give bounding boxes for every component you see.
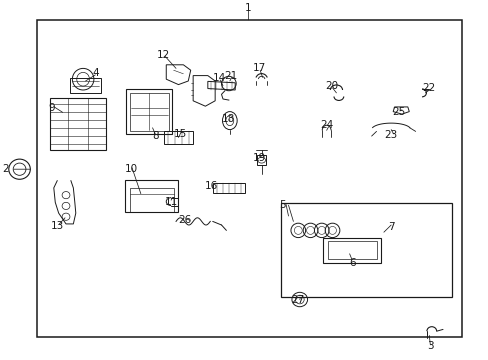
- Text: 2: 2: [2, 164, 9, 174]
- Bar: [37, 20, 461, 337]
- Bar: [257, 155, 265, 165]
- Text: 22: 22: [422, 83, 435, 93]
- Bar: [212, 183, 244, 193]
- Text: 27: 27: [291, 294, 305, 305]
- Text: 8: 8: [152, 131, 159, 141]
- Text: 23: 23: [384, 130, 397, 140]
- Bar: [126, 89, 172, 134]
- Bar: [124, 180, 178, 212]
- Text: 18: 18: [222, 114, 235, 124]
- Text: 5: 5: [279, 200, 285, 210]
- Bar: [281, 203, 451, 297]
- Text: 16: 16: [204, 181, 218, 192]
- Bar: [129, 188, 173, 211]
- Text: 1: 1: [244, 3, 251, 13]
- Text: 17: 17: [252, 63, 265, 73]
- Text: 26: 26: [178, 215, 191, 225]
- Text: 3: 3: [426, 341, 433, 351]
- Text: 13: 13: [51, 221, 64, 231]
- Bar: [322, 238, 381, 263]
- Text: 12: 12: [157, 50, 170, 60]
- Text: 4: 4: [92, 68, 99, 78]
- Text: 24: 24: [319, 120, 333, 130]
- Bar: [164, 131, 192, 144]
- Text: 10: 10: [124, 164, 137, 174]
- Bar: [50, 98, 106, 150]
- Bar: [327, 241, 376, 259]
- Text: 21: 21: [224, 71, 237, 81]
- Text: 15: 15: [173, 129, 186, 139]
- Text: 19: 19: [252, 153, 265, 163]
- Bar: [69, 78, 102, 93]
- Text: 11: 11: [164, 197, 178, 207]
- Bar: [129, 93, 168, 131]
- Text: 14: 14: [212, 73, 225, 84]
- Text: 20: 20: [325, 81, 337, 91]
- Text: 25: 25: [391, 107, 405, 117]
- Text: 7: 7: [387, 222, 394, 232]
- Text: 9: 9: [48, 103, 55, 113]
- Text: 6: 6: [348, 258, 355, 268]
